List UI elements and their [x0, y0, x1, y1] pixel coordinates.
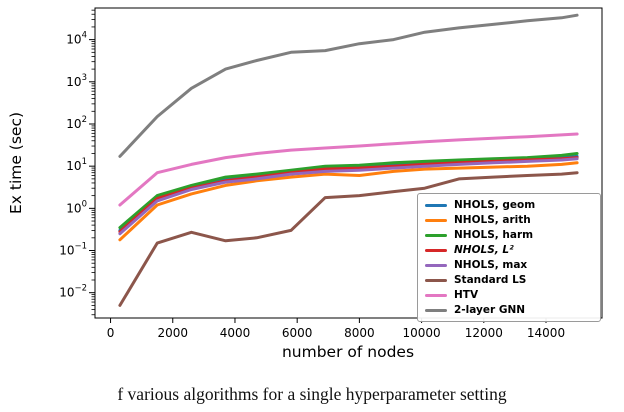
x-tick-label: 6000	[282, 326, 313, 340]
y-tick-label: 10−2	[59, 284, 87, 300]
legend-swatch	[425, 218, 447, 222]
x-axis-label: number of nodes	[282, 343, 414, 361]
plot-frame	[94, 7, 603, 319]
legend-item: NHOLS, geom	[425, 198, 593, 212]
legend-swatch	[425, 293, 447, 297]
legend-swatch	[425, 248, 447, 252]
legend-label: NHOLS, arith	[454, 213, 531, 226]
legend-label: NHOLS, harm	[454, 228, 534, 241]
legend-item: HTV	[425, 288, 593, 302]
x-tick-label: 2000	[157, 326, 188, 340]
y-tick-label: 103	[66, 73, 87, 89]
legend-item: NHOLS, harm	[425, 228, 593, 242]
legend-swatch	[425, 233, 447, 237]
y-axis-label: Ex time (sec)	[7, 112, 25, 214]
legend-item: NHOLS, max	[425, 258, 593, 272]
x-tick-label: 12000	[465, 326, 503, 340]
x-tick-label: 14000	[527, 326, 565, 340]
y-tick-label: 10−1	[59, 242, 87, 258]
y-tick-label: 102	[66, 115, 87, 131]
x-tick-label: 0	[107, 326, 115, 340]
legend: NHOLS, geom NHOLS, arith NHOLS, harm NHO…	[417, 193, 601, 322]
series-line-nhols-max	[118, 157, 579, 236]
x-tick-label: 8000	[344, 326, 375, 340]
legend-label: NHOLS, L²	[454, 243, 514, 256]
legend-item: NHOLS, arith	[425, 213, 593, 227]
legend-label: Standard LS	[454, 273, 527, 286]
series-line-2-layer-gnn	[118, 13, 579, 158]
legend-label: 2-layer GNN	[454, 303, 526, 316]
series-line-nhols-arith	[118, 161, 579, 242]
series-line-standard-ls	[118, 171, 579, 307]
x-tick-label: 10000	[403, 326, 441, 340]
legend-label: NHOLS, geom	[454, 198, 536, 211]
legend-label: NHOLS, max	[454, 258, 528, 271]
y-tick-label: 100	[66, 199, 87, 215]
legend-item: Standard LS	[425, 273, 593, 287]
legend-swatch	[425, 263, 447, 267]
legend-swatch	[425, 308, 447, 312]
legend-label: HTV	[454, 288, 479, 301]
series-line-nhols-harm	[118, 152, 579, 230]
legend-swatch	[425, 278, 447, 282]
series-line-htv	[118, 132, 579, 207]
legend-item: NHOLS, L²	[425, 243, 593, 257]
y-tick-label: 101	[66, 157, 87, 173]
caption: f various algorithms for a single hyperp…	[117, 384, 507, 404]
x-tick-label: 4000	[220, 326, 251, 340]
legend-item: 2-layer GNN	[425, 303, 593, 317]
chart-canvas: number of nodes Ex time (sec) 0 2000 4000 6…	[7, 7, 603, 361]
y-tick-label: 104	[66, 31, 87, 47]
legend-swatch	[425, 203, 447, 207]
